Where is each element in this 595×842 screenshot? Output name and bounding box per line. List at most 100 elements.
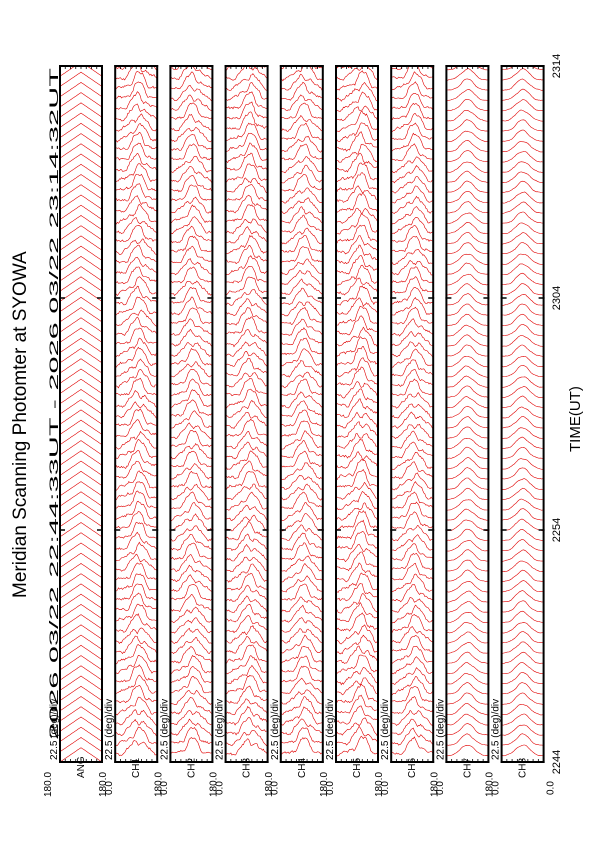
scan-trace	[170, 655, 213, 675]
scan-trace	[170, 196, 213, 214]
scan-trace	[170, 533, 213, 551]
scan-trace	[446, 590, 489, 603]
scan-trace	[280, 348, 323, 367]
panel-frame	[114, 65, 159, 763]
channel-label: CH3	[242, 758, 253, 778]
scan-trace	[501, 386, 544, 398]
scan-trace	[391, 552, 434, 571]
scan-trace	[60, 481, 102, 497]
scan-trace	[170, 554, 213, 572]
scan-trace	[60, 204, 102, 220]
scan-trace	[60, 552, 102, 568]
scan-trace	[280, 604, 323, 623]
scan-trace	[170, 737, 213, 754]
scan-trace	[115, 256, 158, 274]
scan-trace	[446, 426, 489, 439]
y-min-label: 0.0	[214, 781, 225, 795]
scan-trace	[391, 206, 434, 225]
scan-trace	[391, 686, 434, 703]
scan-trace	[170, 617, 213, 634]
scan-trace	[391, 216, 434, 234]
scan-trace	[280, 235, 323, 253]
scan-trace	[115, 460, 158, 479]
scan-trace	[336, 193, 378, 214]
scan-trace	[336, 735, 378, 757]
scan-trace	[60, 348, 102, 364]
scan-trace	[391, 81, 434, 100]
scan-trace	[225, 111, 268, 130]
scan-trace	[170, 174, 213, 193]
scan-trace	[391, 225, 434, 243]
scan-trace	[501, 631, 544, 644]
scan-trace	[170, 127, 213, 143]
scan-trace	[501, 232, 544, 245]
scan-trace	[225, 655, 268, 675]
scan-trace	[115, 91, 158, 110]
scan-trace	[336, 207, 378, 224]
scan-trace	[280, 474, 323, 490]
scan-trace	[501, 171, 544, 184]
scan-trace	[225, 483, 268, 501]
scan-trace	[115, 627, 158, 645]
scan-trace	[446, 405, 489, 418]
scan-trace	[501, 560, 544, 572]
scan-trace	[446, 99, 489, 111]
scan-trace	[446, 283, 489, 296]
scan-trace	[501, 376, 544, 388]
scan-trace	[225, 514, 268, 532]
scan-trace	[115, 152, 158, 172]
scan-trace	[391, 156, 434, 174]
scan-trace	[391, 695, 434, 715]
scan-trace	[446, 723, 489, 736]
scan-trace	[501, 692, 544, 705]
scan-trace	[225, 341, 268, 357]
scan-trace	[225, 664, 268, 685]
scan-trace	[170, 94, 213, 111]
scan-trace	[446, 601, 489, 613]
scan-trace	[391, 287, 434, 306]
scan-trace	[446, 569, 489, 582]
scan-trace	[336, 315, 378, 336]
scan-trace	[446, 262, 489, 275]
scan-trace	[280, 575, 323, 593]
channel-label: CH7	[462, 758, 473, 778]
scan-trace	[501, 365, 544, 377]
scan-trace	[336, 490, 378, 511]
scan-trace	[391, 613, 434, 633]
scan-trace	[501, 458, 544, 470]
scan-trace	[115, 490, 158, 509]
scan-trace	[280, 278, 323, 295]
scan-trace	[336, 593, 378, 614]
scan-trace	[280, 400, 323, 418]
scan-trace	[446, 273, 489, 286]
channel-label: CH1	[131, 758, 142, 778]
scan-trace	[60, 337, 102, 353]
scale-label: 22.5 (deg)/div	[491, 699, 502, 760]
scan-trace	[336, 601, 378, 622]
scan-trace	[115, 316, 158, 336]
y-min-label: 0.0	[270, 781, 281, 795]
scan-trace	[336, 677, 378, 696]
traces-ch4	[280, 66, 323, 755]
x-axis-label: TIME(UT)	[567, 386, 584, 452]
scan-trace	[225, 298, 268, 316]
scan-trace	[115, 592, 158, 612]
scan-trace	[446, 334, 489, 347]
scan-trace	[115, 217, 158, 235]
scan-trace	[446, 110, 489, 122]
scan-trace	[501, 662, 544, 675]
scan-trace	[170, 410, 213, 429]
scan-trace	[225, 471, 268, 490]
scan-trace	[280, 206, 323, 224]
scan-trace	[391, 452, 434, 470]
scan-trace	[501, 119, 544, 132]
scan-trace	[225, 163, 268, 183]
scan-trace	[391, 296, 434, 316]
scan-trace	[391, 411, 434, 429]
scan-trace	[225, 377, 268, 397]
scan-trace	[115, 163, 158, 183]
scan-trace	[115, 244, 158, 264]
scan-trace	[446, 396, 489, 409]
